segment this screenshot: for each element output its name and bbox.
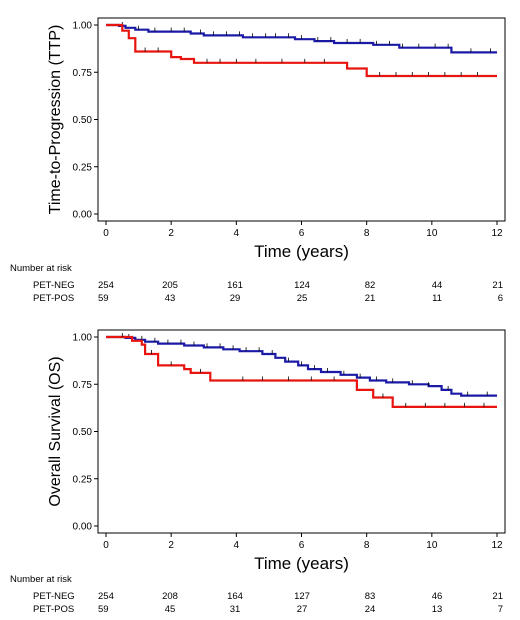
- y-tick-label: 0.75: [73, 380, 93, 391]
- km-curve-pet-pos: [106, 23, 497, 78]
- risk-count: 25: [297, 293, 308, 304]
- x-tick-label: 2: [168, 228, 174, 239]
- risk-count: 164: [227, 591, 243, 602]
- risk-count: 43: [165, 293, 176, 304]
- km-curve-pet-neg: [106, 23, 497, 54]
- risk-table-title: Number at risk: [10, 574, 72, 585]
- risk-count: 29: [230, 293, 241, 304]
- y-tick-label: 0.75: [73, 68, 93, 79]
- x-tick-label: 6: [299, 540, 305, 551]
- risk-row-label: PET-NEG: [33, 591, 75, 602]
- risk-count: 21: [365, 293, 376, 304]
- x-tick-label: 6: [299, 228, 305, 239]
- x-tick-label: 8: [364, 540, 370, 551]
- x-tick-label: 0: [103, 540, 109, 551]
- risk-count: 82: [365, 280, 376, 291]
- x-tick-label: 2: [168, 540, 174, 551]
- risk-count: 59: [98, 293, 109, 304]
- y-tick-label: 0.00: [73, 522, 93, 533]
- risk-count: 11: [432, 293, 442, 304]
- risk-count: 205: [162, 280, 178, 291]
- risk-count: 46: [432, 591, 443, 602]
- risk-row-label: PET-POS: [33, 293, 74, 304]
- y-axis-title: Time-to-Progression (TTP): [47, 25, 64, 215]
- y-tick-label: 1.00: [73, 333, 93, 344]
- y-tick-label: 1.00: [73, 21, 93, 32]
- risk-count: 124: [294, 280, 310, 291]
- risk-count: 13: [432, 604, 443, 615]
- x-tick-label: 12: [491, 228, 503, 239]
- risk-count: 31: [230, 604, 241, 615]
- x-axis-title: Time (years): [254, 554, 349, 573]
- risk-count: 254: [98, 280, 114, 291]
- x-tick-label: 8: [364, 228, 370, 239]
- x-tick-label: 4: [234, 228, 240, 239]
- risk-count: 59: [98, 604, 109, 615]
- risk-table-title: Number at risk: [10, 263, 72, 274]
- y-tick-label: 0.25: [73, 162, 93, 173]
- risk-row-label: PET-POS: [33, 604, 74, 615]
- risk-count: 127: [294, 591, 310, 602]
- risk-count: 24: [365, 604, 376, 615]
- risk-count: 27: [297, 604, 308, 615]
- risk-count: 45: [165, 604, 176, 615]
- y-tick-label: 0.50: [73, 115, 93, 126]
- y-tick-label: 0.50: [73, 427, 93, 438]
- x-tick-label: 4: [234, 540, 240, 551]
- km-curve-pet-pos: [106, 335, 497, 408]
- y-tick-label: 0.25: [73, 474, 93, 485]
- x-axis-title: Time (years): [254, 242, 349, 261]
- y-tick-label: 0.00: [73, 210, 93, 221]
- x-tick-label: 0: [103, 228, 109, 239]
- risk-count: 21: [492, 591, 503, 602]
- risk-count: 6: [498, 293, 503, 304]
- km-panel-1: 0.00 0.25 0.50 0.75 1.00 0 2 4 6 8 10 12 Time (years…: [10, 17, 506, 304]
- risk-count: 21: [492, 280, 503, 291]
- y-axis-title: Overall Survival (OS): [47, 356, 64, 506]
- x-tick-label: 10: [426, 540, 438, 551]
- x-tick-label: 12: [491, 540, 503, 551]
- risk-count: 161: [227, 280, 243, 291]
- risk-row-label: PET-NEG: [33, 280, 75, 291]
- risk-count: 254: [98, 591, 114, 602]
- risk-count: 44: [432, 280, 443, 291]
- risk-count: 208: [162, 591, 178, 602]
- x-tick-label: 10: [426, 228, 438, 239]
- risk-count: 83: [365, 591, 376, 602]
- risk-count: 7: [498, 604, 503, 615]
